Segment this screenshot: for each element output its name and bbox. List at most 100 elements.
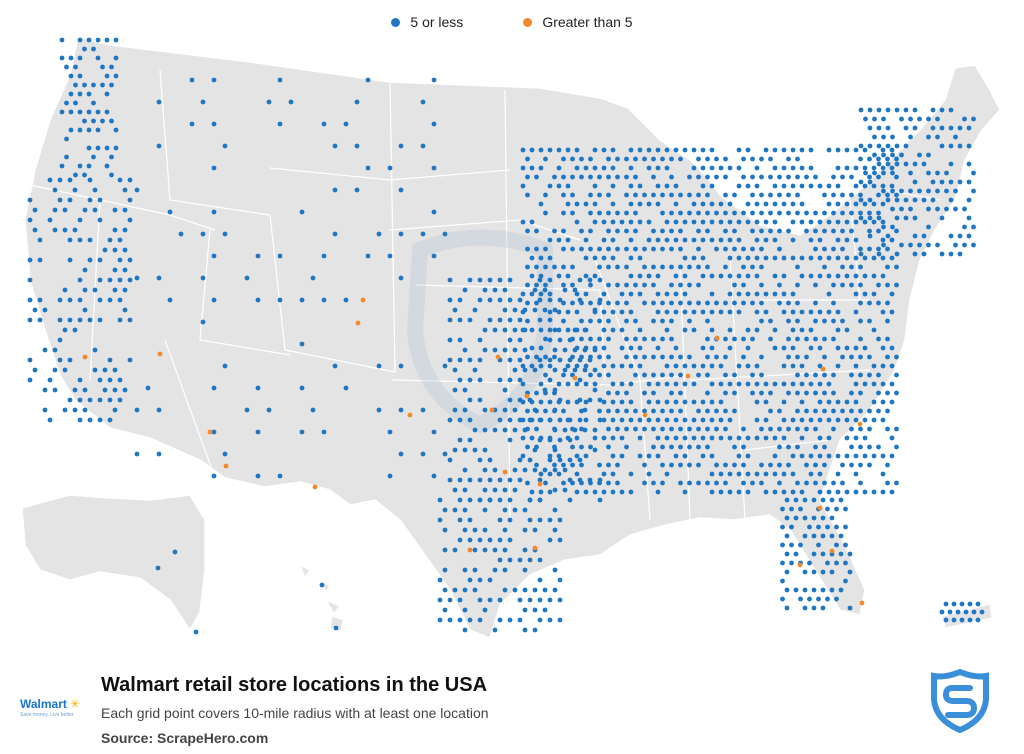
location-dot xyxy=(876,107,882,113)
location-dot xyxy=(532,367,538,373)
location-dot xyxy=(885,426,890,432)
location-dot xyxy=(442,567,448,573)
location-dot xyxy=(637,291,643,297)
location-dot xyxy=(610,435,616,441)
location-dot xyxy=(73,172,78,178)
location-dot xyxy=(696,282,701,288)
location-dot xyxy=(780,596,785,602)
location-dot xyxy=(831,372,836,378)
location-dot xyxy=(42,387,48,393)
location-dot xyxy=(37,317,43,323)
location-dot xyxy=(844,435,850,441)
location-dot xyxy=(507,317,513,323)
location-dot xyxy=(844,399,850,405)
location-dot xyxy=(502,487,508,493)
location-dot xyxy=(808,327,814,333)
location-dot xyxy=(565,183,571,189)
alaska-shape xyxy=(21,494,206,632)
location-dot xyxy=(467,617,473,623)
location-dot xyxy=(606,336,611,342)
location-dot xyxy=(890,206,895,212)
location-dot xyxy=(732,444,737,450)
location-dot xyxy=(104,109,110,115)
location-dot xyxy=(871,291,877,297)
location-dot xyxy=(709,219,715,225)
location-dot xyxy=(537,557,543,563)
location-dot xyxy=(723,480,728,486)
location-dot xyxy=(853,381,859,387)
location-dot xyxy=(619,291,625,297)
location-dot xyxy=(813,426,818,432)
location-dot xyxy=(561,318,566,324)
location-dot xyxy=(750,336,755,342)
location-dot xyxy=(255,429,261,435)
location-dot xyxy=(62,407,68,413)
location-dot xyxy=(795,210,800,216)
location-dot xyxy=(557,437,563,443)
location-dot xyxy=(781,291,787,297)
location-dot xyxy=(62,327,68,333)
location-dot xyxy=(552,567,558,573)
location-dot xyxy=(387,473,393,479)
location-dot xyxy=(619,381,625,387)
location-dot xyxy=(556,381,562,387)
location-dot xyxy=(912,197,918,203)
location-dot xyxy=(700,219,706,225)
location-dot xyxy=(768,192,773,198)
location-dot xyxy=(92,367,98,373)
location-dot xyxy=(813,300,818,306)
location-dot xyxy=(127,217,133,223)
location-dot xyxy=(826,273,832,279)
location-dot xyxy=(27,357,33,363)
location-dot xyxy=(853,417,859,423)
location-dot xyxy=(664,417,670,423)
location-dot xyxy=(312,484,318,490)
location-dot xyxy=(813,174,818,180)
location-dot xyxy=(835,489,841,495)
location-dot xyxy=(682,417,688,423)
location-dot xyxy=(557,297,563,303)
location-dot xyxy=(718,363,724,369)
location-dot xyxy=(277,473,283,479)
location-dot xyxy=(862,183,868,189)
location-dot xyxy=(534,246,539,252)
location-dot xyxy=(574,291,580,297)
location-dot xyxy=(822,210,827,216)
location-dot xyxy=(962,224,967,230)
location-dot xyxy=(741,444,746,450)
location-dot xyxy=(574,201,580,207)
location-dot xyxy=(835,417,841,423)
location-dot xyxy=(745,363,751,369)
location-dot xyxy=(862,219,868,225)
location-dot xyxy=(858,192,863,198)
location-dot xyxy=(871,327,877,333)
location-dot xyxy=(577,277,583,283)
location-dot xyxy=(822,246,827,252)
location-dot xyxy=(962,116,967,122)
location-dot xyxy=(321,297,327,303)
location-dot xyxy=(840,246,845,252)
location-dot xyxy=(457,337,463,343)
location-dot xyxy=(520,453,526,459)
location-dot xyxy=(651,408,656,414)
location-dot xyxy=(843,578,848,584)
location-dot xyxy=(822,390,827,396)
location-dot xyxy=(457,437,463,443)
location-dot xyxy=(834,596,839,602)
location-dot xyxy=(727,273,733,279)
location-dot xyxy=(754,471,760,477)
location-dot xyxy=(811,533,817,539)
location-dot xyxy=(660,156,665,162)
location-dot xyxy=(517,297,523,303)
location-dot xyxy=(387,165,393,171)
location-dot xyxy=(646,273,652,279)
location-dot xyxy=(890,224,895,230)
location-dot xyxy=(948,143,954,149)
location-dot xyxy=(437,597,443,603)
location-dot xyxy=(795,264,800,270)
location-dot xyxy=(858,282,863,288)
location-dot xyxy=(570,444,575,450)
location-dot xyxy=(885,282,890,288)
location-dot xyxy=(587,357,593,363)
location-dot xyxy=(881,188,886,194)
